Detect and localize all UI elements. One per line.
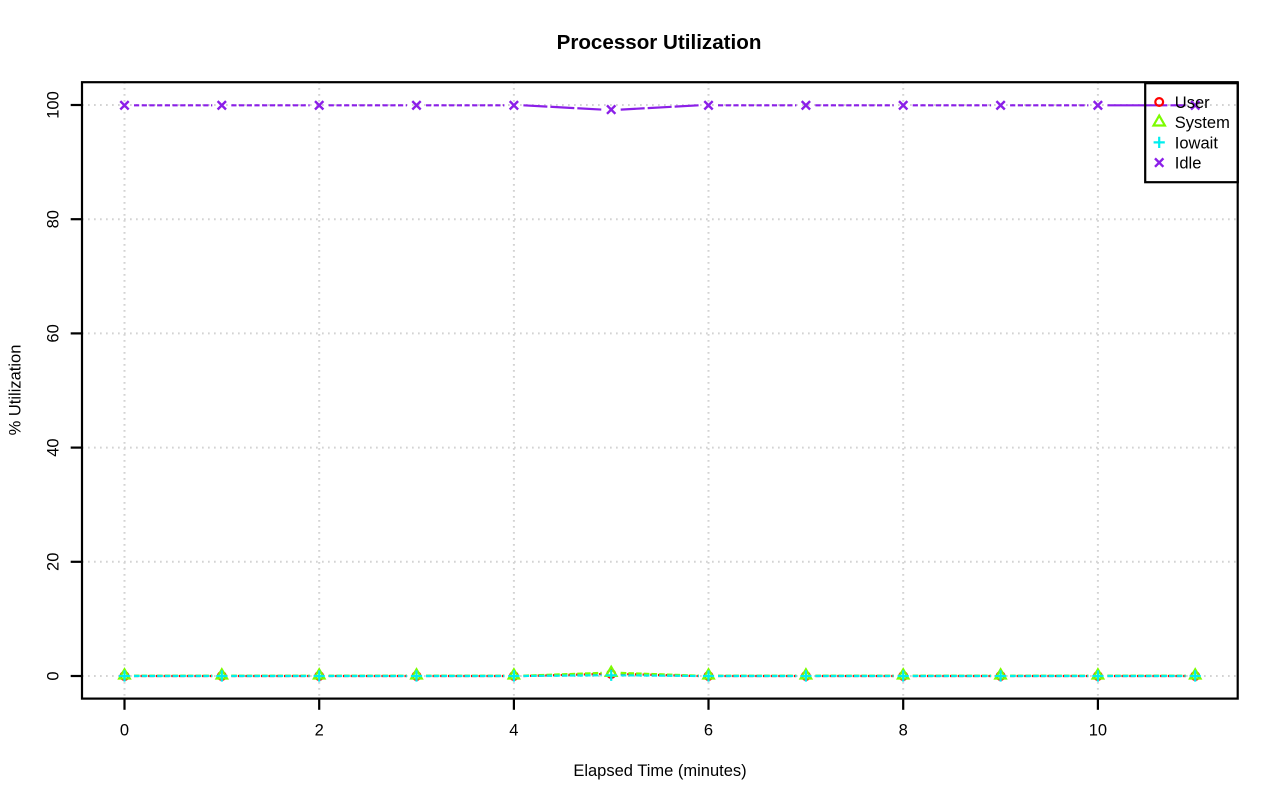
svg-text:6: 6: [704, 722, 713, 740]
svg-text:10: 10: [1089, 722, 1107, 740]
svg-text:% Utilization: % Utilization: [7, 345, 25, 436]
svg-text:2: 2: [315, 722, 324, 740]
svg-text:Iowait: Iowait: [1175, 134, 1219, 152]
svg-text:60: 60: [44, 324, 62, 342]
svg-text:20: 20: [44, 553, 62, 571]
svg-text:User: User: [1175, 94, 1210, 112]
svg-text:Idle: Idle: [1175, 155, 1202, 173]
svg-text:0: 0: [44, 671, 62, 680]
svg-text:100: 100: [44, 91, 62, 119]
svg-text:8: 8: [899, 722, 908, 740]
svg-text:Elapsed Time (minutes): Elapsed Time (minutes): [573, 762, 746, 780]
svg-text:0: 0: [120, 722, 129, 740]
svg-text:System: System: [1175, 114, 1230, 132]
svg-text:4: 4: [509, 722, 518, 740]
svg-text:40: 40: [44, 438, 62, 456]
svg-text:80: 80: [44, 210, 62, 228]
svg-text:Processor Utilization: Processor Utilization: [557, 31, 762, 54]
